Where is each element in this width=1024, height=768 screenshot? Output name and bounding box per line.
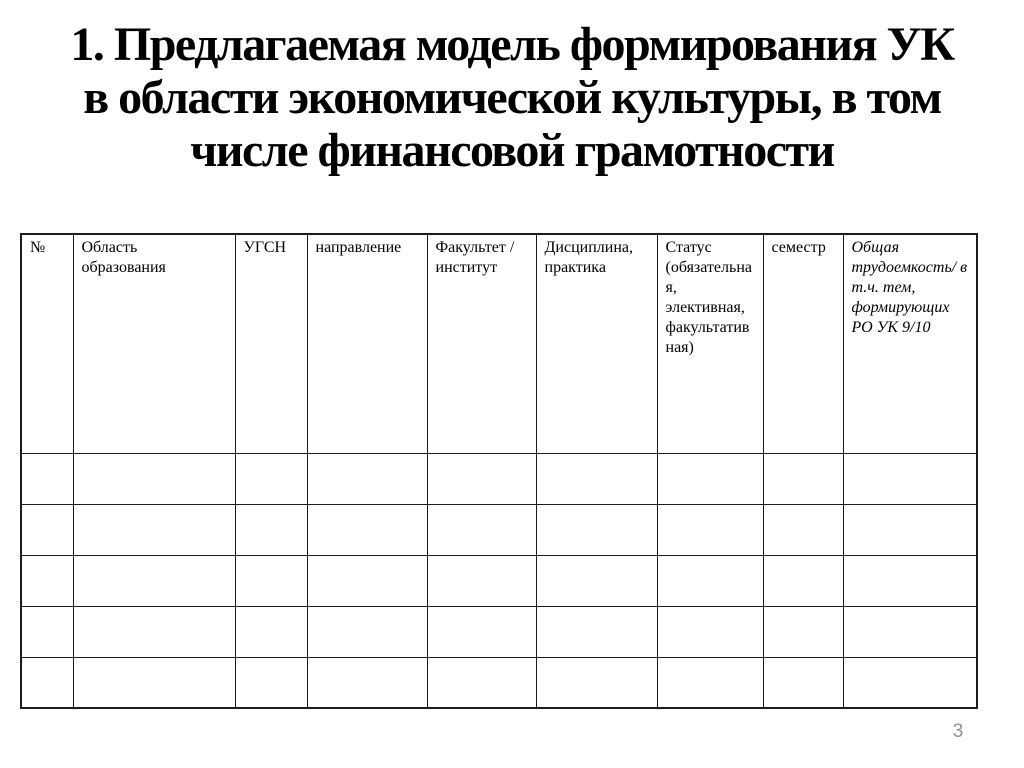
table-cell — [656, 452, 764, 505]
model-table: № Область образования УГСН направление Ф… — [20, 233, 978, 709]
table-cell — [426, 656, 537, 709]
table-cell — [20, 605, 74, 658]
col-header-number: № — [20, 233, 74, 454]
table-cell — [72, 656, 236, 709]
table-cell — [72, 605, 236, 658]
col-header-education-area-label: Область образования — [81, 239, 166, 276]
table-row — [20, 554, 978, 607]
table-cell — [842, 452, 978, 505]
table-row — [20, 452, 978, 505]
table-cell — [306, 656, 428, 709]
col-header-direction: направление — [306, 233, 428, 454]
table-cell — [426, 503, 537, 556]
table-cell — [234, 452, 308, 505]
slide-title-line-2: в области экономической культуры, в том — [83, 71, 942, 124]
table-cell — [426, 452, 537, 505]
page-number: 3 — [952, 721, 964, 742]
col-header-discipline: Дисциплина, практика — [535, 233, 658, 454]
col-header-ugsn: УГСН — [234, 233, 308, 454]
table-cell — [426, 605, 537, 658]
table-cell — [535, 605, 658, 658]
table-cell — [306, 452, 428, 505]
table-cell — [234, 503, 308, 556]
table-cell — [306, 503, 428, 556]
table-cell — [762, 554, 844, 607]
slide-title: 1. Предлагаемая модель формирования УК в… — [0, 18, 1024, 177]
table-cell — [762, 656, 844, 709]
table-row — [20, 656, 978, 709]
table-header-row: № Область образования УГСН направление Ф… — [20, 233, 978, 454]
table-cell — [306, 554, 428, 607]
table-cell — [20, 656, 74, 709]
table-cell — [72, 554, 236, 607]
table-cell — [306, 605, 428, 658]
table-cell — [762, 503, 844, 556]
table-cell — [842, 656, 978, 709]
table-row — [20, 605, 978, 658]
table-cell — [234, 605, 308, 658]
table-cell — [234, 656, 308, 709]
table-cell — [20, 452, 74, 505]
table-cell — [842, 554, 978, 607]
table-cell — [842, 503, 978, 556]
table-cell — [656, 554, 764, 607]
col-header-semester: семестр — [762, 233, 844, 454]
table-cell — [656, 503, 764, 556]
table-row — [20, 503, 978, 556]
slide-title-line-1: 1. Предлагаемая модель формирования УК — [70, 18, 955, 71]
table-cell — [762, 452, 844, 505]
table-cell — [426, 554, 537, 607]
col-header-workload: Общая трудоемкость/ в т.ч. тем, формирую… — [842, 233, 978, 454]
table-cell — [535, 554, 658, 607]
table-cell — [842, 605, 978, 658]
table-cell — [762, 605, 844, 658]
col-header-status: Статус (обязательная, элективная, факуль… — [656, 233, 764, 454]
table-cell — [535, 503, 658, 556]
col-header-education-area: Область образования — [72, 233, 236, 454]
table-cell — [535, 452, 658, 505]
table-cell — [20, 554, 74, 607]
table-cell — [20, 503, 74, 556]
table-cell — [72, 503, 236, 556]
table-cell — [656, 605, 764, 658]
table-cell — [656, 656, 764, 709]
slide-title-line-3: числе финансовой грамотности — [190, 124, 835, 177]
col-header-faculty: Факультет /институт — [426, 233, 537, 454]
table-cell — [234, 554, 308, 607]
table-cell — [535, 656, 658, 709]
table-cell — [72, 452, 236, 505]
